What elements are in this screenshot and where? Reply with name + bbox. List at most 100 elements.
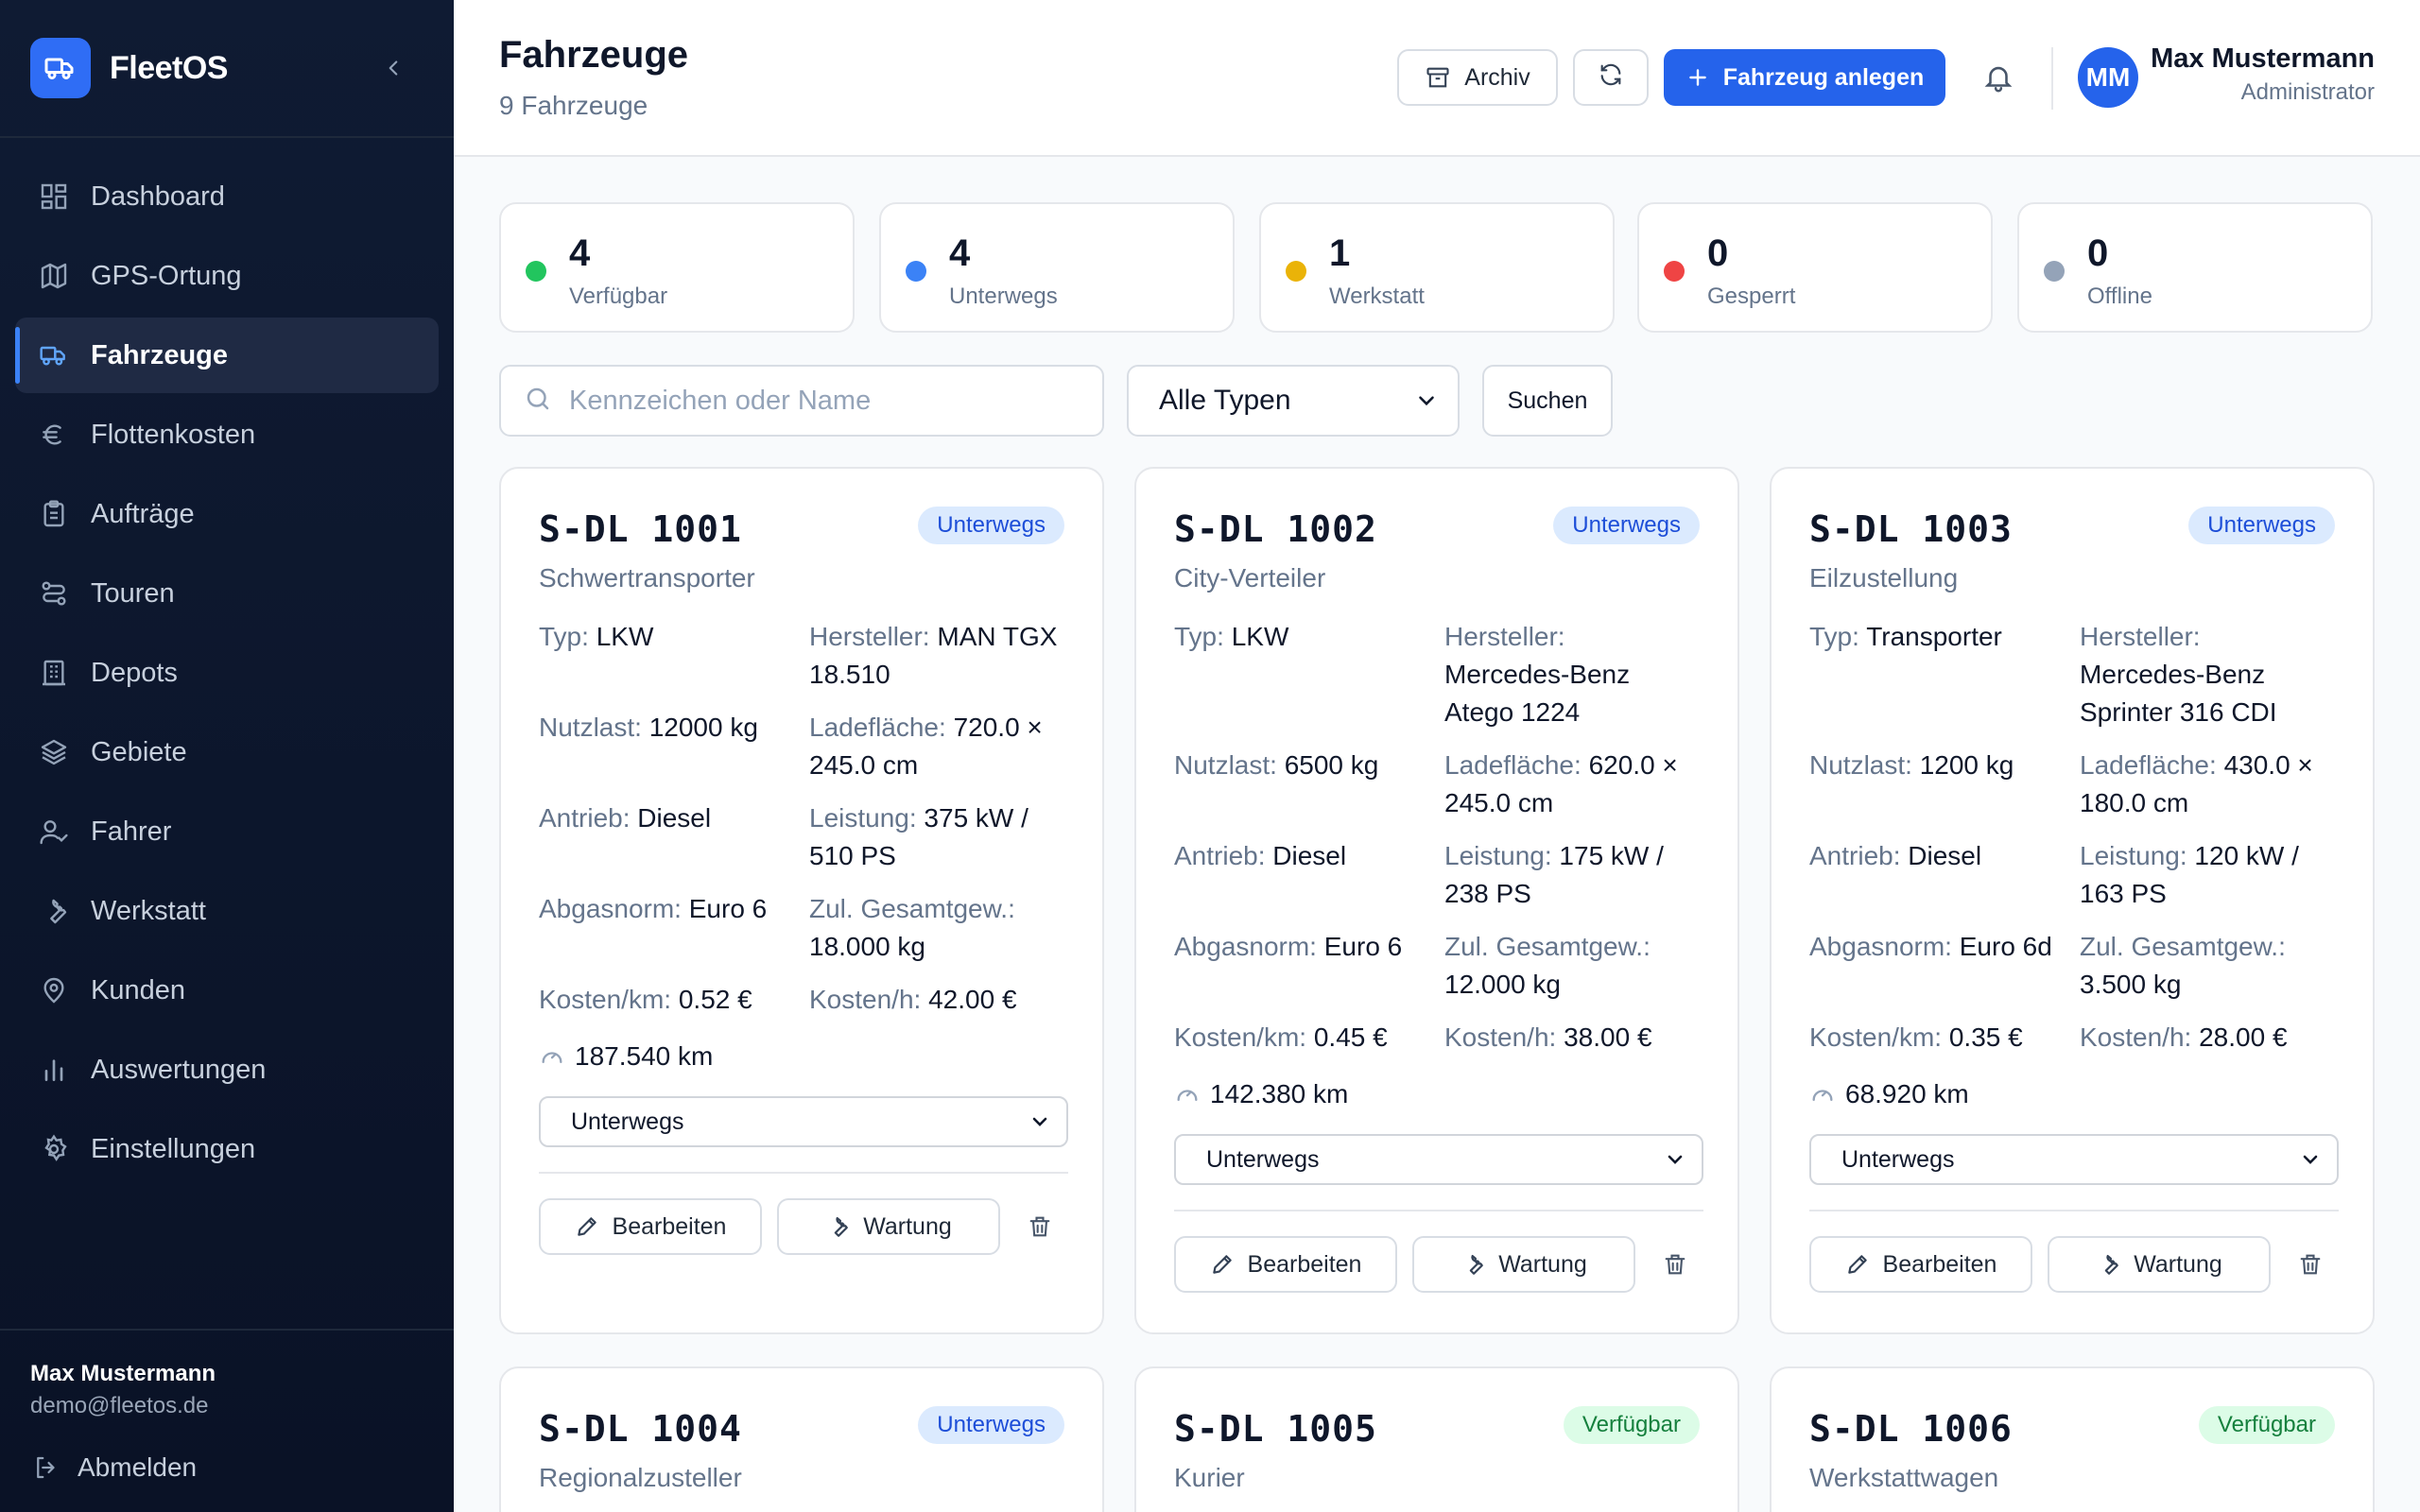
edit-label: Bearbeiten <box>1247 1250 1362 1278</box>
stat-card-available[interactable]: 4 Verfügbar <box>499 202 855 333</box>
spec-label: Kosten/km: <box>1174 1022 1307 1052</box>
maintenance-button[interactable]: Wartung <box>2048 1236 2271 1293</box>
truck-icon <box>36 337 72 373</box>
edit-button[interactable]: Bearbeiten <box>539 1198 762 1255</box>
sidebar-footer: Max Mustermann demo@fleetos.de Abmelden <box>0 1329 454 1512</box>
logout-button[interactable]: Abmelden <box>30 1452 424 1484</box>
sidebar-item-label: Gebiete <box>91 736 187 767</box>
vehicle-name: Schwertransporter <box>539 563 755 593</box>
status-select[interactable]: Unterwegs <box>1174 1134 1703 1185</box>
delete-button[interactable] <box>1021 1208 1059 1246</box>
sidebar-item-einstellungen[interactable]: Einstellungen <box>15 1111 439 1187</box>
spec-label: Nutzlast: <box>539 713 642 742</box>
vehicle-specs: Typ: LKW Hersteller: MAN TGX 18.510 Nutz… <box>539 618 1068 1019</box>
stat-card-offline[interactable]: 0 Offline <box>2017 202 2373 333</box>
stat-card-blocked[interactable]: 0 Gesperrt <box>1637 202 1993 333</box>
refresh-button[interactable] <box>1573 49 1649 106</box>
map-icon <box>36 258 72 294</box>
spec-label: Kosten/h: <box>2080 1022 2192 1052</box>
archive-button[interactable]: Archiv <box>1397 49 1558 106</box>
vehicle-name: Regionalzusteller <box>539 1463 742 1492</box>
spec-value: Diesel <box>1272 841 1347 870</box>
sidebar-item-auftraege[interactable]: Aufträge <box>15 476 439 552</box>
card-divider <box>1809 1210 2339 1211</box>
stat-label: Gesperrt <box>1707 284 1796 309</box>
status-badge: Unterwegs <box>918 507 1064 544</box>
spec-value: 18.000 kg <box>809 932 925 961</box>
clipboard-icon <box>36 496 72 532</box>
stat-card-workshop[interactable]: 1 Werkstatt <box>1259 202 1615 333</box>
sidebar-item-fahrzeuge[interactable]: Fahrzeuge <box>15 318 439 393</box>
sidebar-item-dashboard[interactable]: Dashboard <box>15 159 439 234</box>
plus-icon <box>1685 65 1710 90</box>
stat-value: 4 <box>949 232 971 274</box>
sidebar-item-flottenkosten[interactable]: Flottenkosten <box>15 397 439 472</box>
status-dot-green <box>526 261 546 282</box>
maintenance-button[interactable]: Wartung <box>1412 1236 1635 1293</box>
sidebar-item-gps[interactable]: GPS-Ortung <box>15 238 439 314</box>
maintenance-button[interactable]: Wartung <box>777 1198 1000 1255</box>
truck-icon <box>30 38 91 98</box>
trash-icon <box>1029 1216 1050 1237</box>
delete-button[interactable] <box>1656 1246 1694 1283</box>
license-plate: S-DL 1004 <box>539 1408 742 1450</box>
edit-button[interactable]: Bearbeiten <box>1174 1236 1397 1293</box>
chevron-down-icon <box>1032 1117 1047 1126</box>
sidebar-item-depots[interactable]: Depots <box>15 635 439 711</box>
edit-button[interactable]: Bearbeiten <box>1809 1236 2032 1293</box>
sidebar-item-werkstatt[interactable]: Werkstatt <box>15 873 439 949</box>
avatar[interactable]: MM <box>2078 47 2138 108</box>
search-button[interactable]: Suchen <box>1482 365 1613 437</box>
search-input[interactable] <box>569 385 1080 417</box>
collapse-sidebar-button[interactable] <box>376 51 410 85</box>
sidebar-item-auswertungen[interactable]: Auswertungen <box>15 1032 439 1108</box>
spec-label: Antrieb: <box>539 803 631 833</box>
sidebar-item-gebiete[interactable]: Gebiete <box>15 714 439 790</box>
spec-value: 0.45 € <box>1313 1022 1388 1052</box>
spec-value: Transporter <box>1866 622 2002 651</box>
layers-icon <box>36 734 72 770</box>
pencil-icon <box>1210 1252 1235 1277</box>
delete-button[interactable] <box>2291 1246 2329 1283</box>
header-user-name[interactable]: Max Mustermann <box>2151 43 2375 74</box>
sidebar-item-touren[interactable]: Touren <box>15 556 439 631</box>
status-select[interactable]: Unterwegs <box>539 1096 1068 1147</box>
trash-icon <box>2300 1254 2321 1275</box>
pencil-icon <box>575 1214 599 1239</box>
create-vehicle-label: Fahrzeug anlegen <box>1722 63 1925 91</box>
sidebar-item-label: Touren <box>91 577 175 609</box>
notifications-button[interactable] <box>1979 59 2017 96</box>
status-select-value: Unterwegs <box>1841 1145 1955 1173</box>
spec-label: Kosten/h: <box>809 985 922 1014</box>
vehicle-specs: Typ: LKW Hersteller: Mercedes-Benz Atego … <box>1174 618 1703 1057</box>
type-select[interactable]: Alle Typen <box>1127 365 1460 437</box>
spec-label: Leistung: <box>1444 841 1552 870</box>
create-vehicle-button[interactable]: Fahrzeug anlegen <box>1664 49 1945 106</box>
spec-value: Mercedes-Benz Sprinter 316 CDI <box>2080 660 2277 727</box>
sidebar-user-name: Max Mustermann <box>30 1361 216 1386</box>
card-divider <box>539 1172 1068 1174</box>
stat-card-onroute[interactable]: 4 Unterwegs <box>879 202 1235 333</box>
vehicle-card: S-DL 1004 Unterwegs Regionalzusteller <box>499 1366 1104 1512</box>
sidebar-item-fahrer[interactable]: Fahrer <box>15 794 439 869</box>
sidebar-user-email: demo@fleetos.de <box>30 1393 209 1418</box>
spec-value: 0.52 € <box>678 985 752 1014</box>
sidebar-item-label: Flottenkosten <box>91 419 256 450</box>
chevron-down-icon <box>2303 1155 2318 1164</box>
spec-value: 38.00 € <box>1564 1022 1652 1052</box>
dashboard-icon <box>36 179 72 215</box>
maintenance-label: Wartung <box>863 1212 952 1240</box>
wrench-icon <box>825 1214 850 1239</box>
search-icon <box>524 385 552 418</box>
spec-value: 12000 kg <box>648 713 758 742</box>
status-badge: Unterwegs <box>918 1406 1064 1444</box>
status-select[interactable]: Unterwegs <box>1809 1134 2339 1185</box>
sidebar-item-kunden[interactable]: Kunden <box>15 953 439 1028</box>
spec-value: MAN TGX 18.510 <box>809 622 1058 689</box>
spec-label: Leistung: <box>809 803 917 833</box>
route-icon <box>36 576 72 611</box>
license-plate: S-DL 1002 <box>1174 508 1377 550</box>
spec-value: 0.35 € <box>1948 1022 2023 1052</box>
status-badge: Unterwegs <box>2188 507 2335 544</box>
pencil-icon <box>1845 1252 1870 1277</box>
